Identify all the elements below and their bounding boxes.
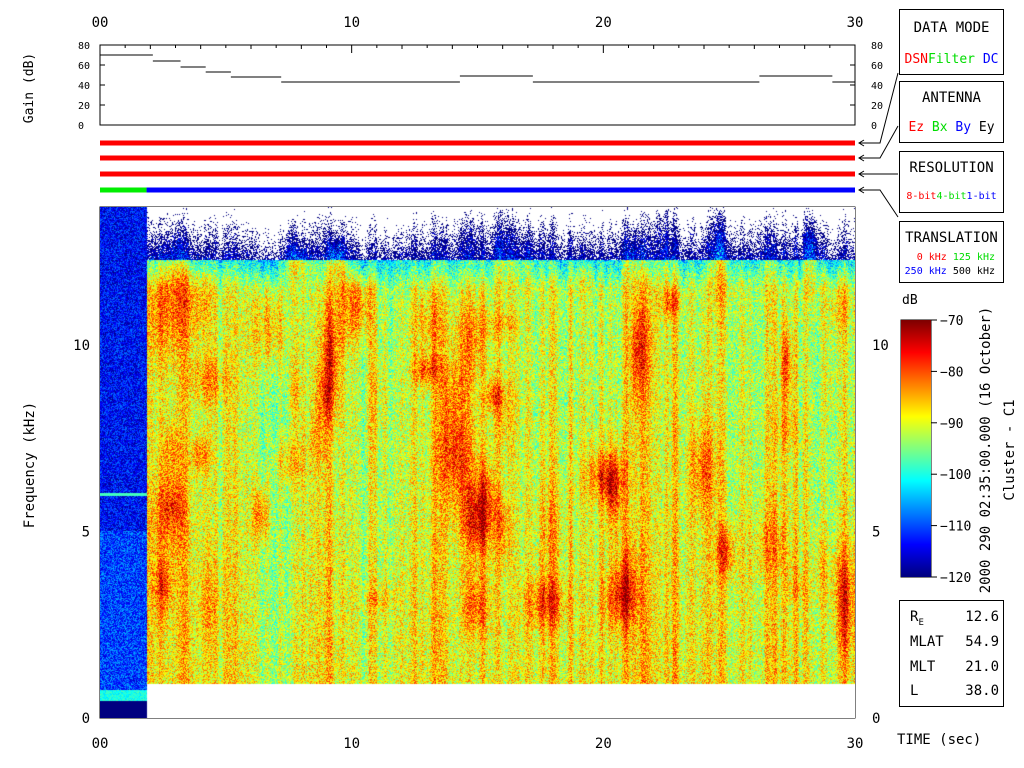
mode-bar-translation	[100, 187, 147, 193]
gain-tick-label: 0	[871, 121, 877, 132]
freq-tick-label: 10	[872, 338, 889, 354]
data-mode-items: DSNFilter DC	[900, 52, 1003, 67]
param-label-l: L	[910, 683, 919, 699]
colorbar-tick-label: −90	[940, 417, 963, 432]
antenna-ey: Ey	[978, 120, 995, 135]
top-tick-label: 10	[343, 15, 360, 31]
colorbar-tick-label: −80	[940, 365, 963, 380]
translation-250khz: 250 kHz	[904, 266, 947, 277]
param-value-mlt: 21.0	[965, 659, 999, 675]
resolution-4bit: 4-bit	[936, 191, 967, 202]
data-mode-dc: DC	[982, 52, 999, 67]
mode-bar-antenna	[100, 155, 855, 161]
data-mode-dsn: DSN	[904, 52, 929, 67]
data-mode-filter: Filter	[928, 52, 975, 67]
antenna-legend: ANTENNA Ez Bx By Ey	[899, 81, 1004, 143]
time-tick-label: 30	[847, 736, 864, 752]
antenna-by: By	[955, 120, 972, 135]
gain-tick-label: 80	[78, 41, 90, 52]
resolution-title: RESOLUTION	[909, 160, 994, 176]
gain-tick-label: 40	[78, 81, 90, 92]
antenna-title: ANTENNA	[921, 90, 981, 106]
gain-axis: 80 80 60 60 40 40 20 20 0 0	[78, 41, 883, 132]
spacecraft-label: Cluster - C1	[1002, 399, 1018, 500]
translation-row2: 250 kHz 500 kHz	[900, 266, 995, 277]
top-tick-label: 20	[595, 15, 612, 31]
freq-tick-label: 5	[82, 525, 90, 541]
mode-bar-data-mode	[100, 140, 855, 146]
orbit-params-box: RE 12.6 MLAT 54.9 MLT 21.0 L 38.0	[899, 600, 1004, 707]
gain-tick-label: 20	[78, 101, 90, 112]
translation-row1: 0 kHz 125 kHz	[900, 252, 995, 263]
antenna-items: Ez Bx By Ey	[900, 120, 1003, 135]
param-value-l: 38.0	[965, 683, 999, 699]
colorbar	[901, 320, 931, 577]
gain-tick-label: 80	[871, 41, 883, 52]
colorbar-tick-label: −100	[940, 468, 971, 483]
colorbar-label: dB	[902, 293, 918, 308]
colorbar-tick-label: −110	[940, 520, 971, 535]
freq-tick-label: 10	[73, 338, 90, 354]
time-xlabel: TIME (sec)	[897, 732, 981, 748]
colorbar-ticks: −70 −80 −90 −100 −110 −120	[931, 314, 971, 586]
spectrogram-heatmap	[100, 207, 855, 718]
top-tick-label: 00	[92, 15, 109, 31]
param-label-mlt: MLT	[910, 659, 936, 675]
translation-title: TRANSLATION	[905, 230, 998, 246]
frequency-ylabel: Frequency (kHz)	[22, 402, 38, 528]
param-label-mlat: MLAT	[910, 634, 944, 650]
translation-legend: TRANSLATION 0 kHz 125 kHz 250 kHz 500 kH…	[899, 221, 1004, 283]
time-tick-label: 20	[595, 736, 612, 752]
resolution-items: 8-bit4-bit1-bit	[900, 191, 1003, 202]
param-value-re: 12.6	[965, 609, 999, 625]
gain-tick-label: 60	[78, 61, 90, 72]
time-tick-label: 00	[92, 736, 109, 752]
antenna-ez: Ez	[908, 120, 925, 135]
colorbar-tick-label: −120	[940, 571, 971, 586]
gain-tick-label: 60	[871, 61, 883, 72]
resolution-legend: RESOLUTION 8-bit4-bit1-bit	[899, 151, 1004, 213]
param-label-re: RE	[910, 609, 924, 628]
resolution-8bit: 8-bit	[906, 191, 937, 202]
gain-tick-label: 0	[78, 121, 84, 132]
timestamp-title: 2000 290 02:35:00.000 (16 October)	[978, 307, 994, 594]
data-mode-title: DATA MODE	[913, 20, 990, 36]
translation-500khz: 500 kHz	[952, 266, 995, 277]
translation-0khz: 0 kHz	[916, 252, 947, 263]
freq-tick-label: 5	[872, 525, 880, 541]
resolution-1bit: 1-bit	[966, 191, 997, 202]
connector-lines	[858, 72, 899, 218]
antenna-bx: Bx	[931, 120, 948, 135]
mode-bars	[100, 140, 855, 193]
gain-panel: 80 80 60 60 40 40 20 20 0 0 Gain (dB)	[22, 41, 883, 132]
top-time-axis: 00 10 20 30	[92, 15, 864, 53]
freq-tick-label: 0	[872, 711, 880, 727]
translation-125khz: 125 kHz	[952, 252, 995, 263]
data-mode-legend: DATA MODE DSNFilter DC	[899, 9, 1004, 75]
gain-ylabel: Gain (dB)	[22, 53, 37, 123]
mode-bar-resolution	[100, 171, 855, 177]
colorbar-tick-label: −70	[940, 314, 963, 329]
top-tick-label: 30	[847, 15, 864, 31]
freq-tick-label: 0	[82, 711, 90, 727]
gain-trace	[100, 54, 855, 83]
time-tick-label: 10	[343, 736, 360, 752]
gain-tick-label: 40	[871, 81, 883, 92]
param-value-mlat: 54.9	[965, 634, 999, 650]
mode-bar-translation	[146, 187, 855, 193]
gain-tick-label: 20	[871, 101, 883, 112]
